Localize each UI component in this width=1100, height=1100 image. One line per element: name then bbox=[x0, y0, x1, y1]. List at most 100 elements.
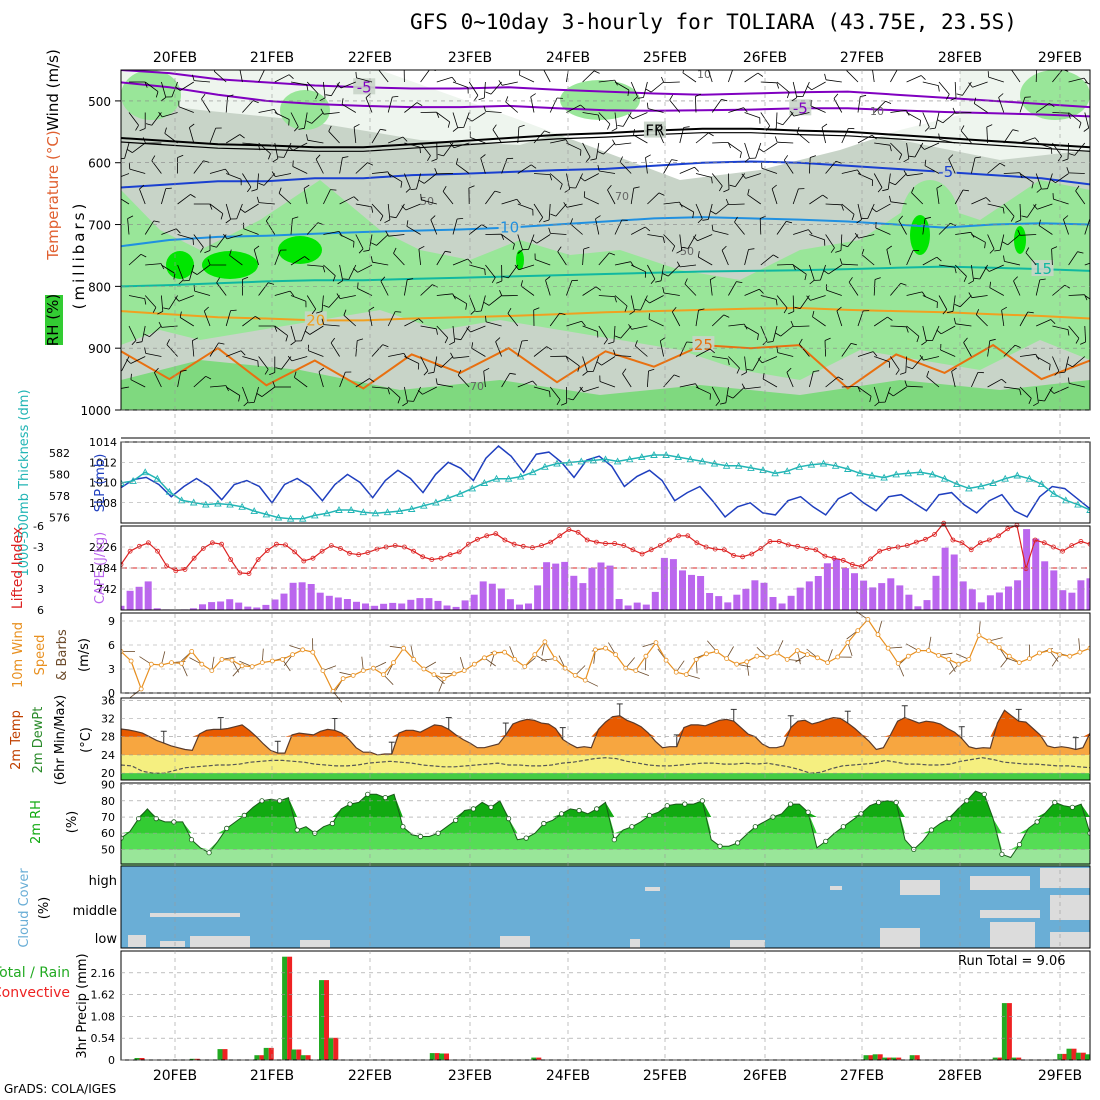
li-point bbox=[822, 553, 828, 559]
wind-barb-flag bbox=[1033, 204, 1038, 210]
wind-barb-flag bbox=[218, 342, 225, 345]
wind-barb bbox=[711, 99, 722, 113]
wind-barb-flag bbox=[1002, 207, 1005, 214]
wind-barb bbox=[355, 378, 370, 388]
wind-barb-flag bbox=[165, 187, 172, 189]
wind-barb bbox=[760, 81, 777, 84]
li-point bbox=[209, 540, 215, 546]
wind-barb-flag bbox=[715, 400, 721, 406]
rh2m-ylabel-units: (%) bbox=[65, 811, 80, 834]
wind-barb bbox=[331, 81, 340, 96]
wind10-point bbox=[532, 652, 538, 657]
thickness-point bbox=[662, 451, 670, 458]
wind10-point bbox=[138, 686, 144, 692]
cape-bar bbox=[1059, 590, 1067, 610]
wind-barb bbox=[488, 295, 502, 306]
wind-barb-flag bbox=[207, 259, 211, 266]
wind-barb-flag bbox=[533, 307, 540, 311]
wind-barb bbox=[971, 197, 987, 205]
wind-barb-flag bbox=[242, 276, 249, 280]
wind-barb bbox=[898, 220, 907, 235]
wind-barb bbox=[480, 158, 486, 174]
rh2m-point bbox=[928, 827, 935, 833]
wind-barb-flag bbox=[952, 107, 956, 114]
cape-bar bbox=[488, 583, 496, 610]
rh-contour-label: 10 bbox=[697, 68, 711, 81]
wind-barb bbox=[887, 173, 891, 190]
wind-barb-flag bbox=[294, 126, 299, 132]
precip-total-bar bbox=[863, 1055, 869, 1060]
t2m-tick-label: 24 bbox=[101, 749, 115, 762]
cloud-fill bbox=[190, 936, 250, 948]
wind-barb bbox=[684, 283, 697, 296]
wind-barb bbox=[1003, 386, 1020, 390]
li-point bbox=[877, 548, 883, 554]
wind-barb bbox=[668, 264, 681, 277]
wind-barb-flag bbox=[253, 245, 260, 250]
wind-barb bbox=[951, 371, 956, 388]
wind-barb-flag bbox=[904, 380, 908, 387]
precip-convective-bar bbox=[1062, 1053, 1068, 1060]
cape-bar bbox=[787, 595, 795, 610]
wind-barb bbox=[290, 295, 307, 302]
wind-barb-flag bbox=[380, 276, 386, 282]
cape-bar bbox=[842, 568, 849, 610]
li-point bbox=[292, 549, 298, 555]
cape-bar bbox=[525, 603, 532, 610]
wind-barb-flag bbox=[1012, 129, 1019, 132]
panel-frame bbox=[120, 69, 1091, 411]
cape-bar bbox=[325, 595, 333, 610]
wind-barb-flag bbox=[924, 126, 930, 132]
wind-barb-flag bbox=[973, 97, 977, 104]
wind-barb-flag bbox=[872, 351, 878, 357]
li-point bbox=[438, 555, 444, 561]
wind-barb bbox=[744, 72, 759, 83]
rh2m-point bbox=[1034, 819, 1040, 825]
wind-barb-flag bbox=[874, 401, 880, 407]
wind-barb-flag bbox=[367, 162, 374, 166]
wind-barb-flag bbox=[240, 350, 246, 356]
cape-bar bbox=[534, 585, 542, 610]
wind10-point bbox=[522, 664, 528, 669]
wind-barb-flag bbox=[648, 368, 655, 372]
wind-barb bbox=[274, 74, 290, 83]
wind-barb-flag bbox=[593, 70, 600, 74]
cape-bar bbox=[1068, 592, 1076, 610]
wind-barb bbox=[598, 252, 610, 266]
wind-barb-flag bbox=[839, 258, 843, 265]
wind-barb bbox=[872, 70, 875, 83]
wind10-point bbox=[825, 660, 830, 665]
wind-barb-flag bbox=[644, 298, 650, 304]
cloud-fill bbox=[880, 928, 920, 948]
wind-barb-flag bbox=[1028, 398, 1032, 404]
thickness-line bbox=[121, 454, 1090, 520]
li-point bbox=[795, 543, 800, 549]
wind-barb-flag bbox=[936, 256, 942, 262]
wind-barb bbox=[1001, 310, 1005, 327]
wind-barb-flag bbox=[452, 127, 458, 132]
wind-barb bbox=[323, 189, 331, 205]
wind-barb bbox=[922, 218, 926, 235]
wind-barb bbox=[548, 203, 551, 221]
wind-barb-flag bbox=[1067, 329, 1070, 336]
wind-barb-flag bbox=[531, 239, 538, 244]
wind-barb-flag bbox=[128, 163, 131, 170]
wind-barb bbox=[1072, 356, 1086, 368]
wind-barb-flag bbox=[1002, 241, 1008, 246]
wind-barb bbox=[987, 340, 991, 357]
wind-barb bbox=[792, 81, 798, 98]
wind-barb-flag bbox=[702, 219, 709, 221]
wind-barb bbox=[663, 81, 680, 83]
top-date-label: 28FEB bbox=[938, 50, 982, 66]
cape-bar bbox=[688, 574, 695, 610]
wind-barb bbox=[728, 356, 740, 369]
wind-barb-flag bbox=[457, 369, 462, 376]
wind-barb bbox=[1025, 252, 1037, 266]
wind-barb-flag bbox=[1097, 304, 1098, 310]
wind-barb bbox=[557, 251, 567, 266]
wind-barb bbox=[631, 325, 648, 330]
wind-barb-flag bbox=[444, 337, 449, 344]
wind-barb bbox=[365, 97, 373, 113]
profile-ylabel-temp: Temperature (°C) bbox=[44, 130, 62, 260]
wind-barb bbox=[258, 142, 271, 154]
